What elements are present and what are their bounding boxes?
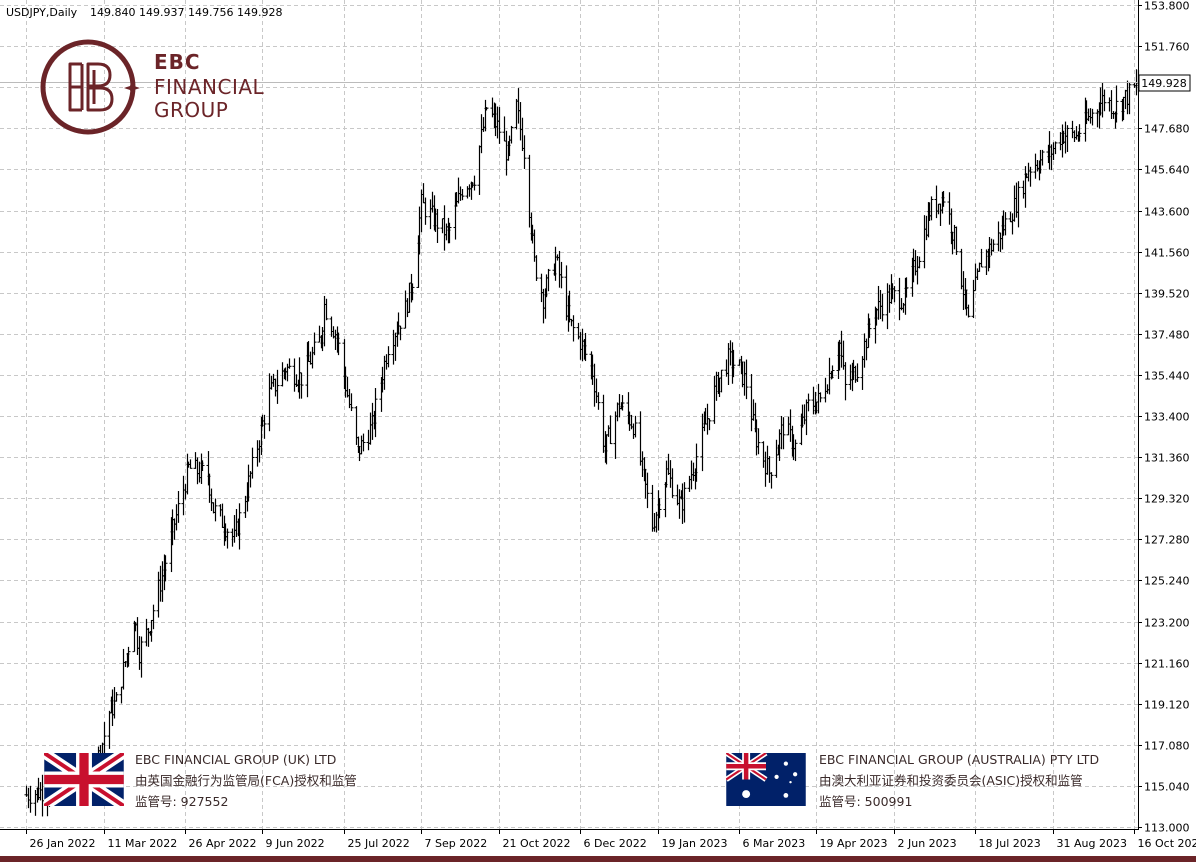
y-tick-label: 143.600 xyxy=(1144,206,1190,219)
x-tick-label: 7 Sep 2022 xyxy=(425,837,488,850)
y-tick-label: 141.560 xyxy=(1144,247,1190,260)
ohlc-readout: 149.840 149.937 149.756 149.928 xyxy=(90,6,282,19)
x-tick-label: 2 Jun 2023 xyxy=(898,837,957,850)
uk-license-block: EBC FINANCIAL GROUP (UK) LTD 由英国金融行为监管局(… xyxy=(135,749,357,812)
x-tick-label: 26 Apr 2022 xyxy=(189,837,257,850)
au-license-block: EBC FINANCIAL GROUP (AUSTRALIA) PTY LTD … xyxy=(819,749,1099,812)
x-tick-label: 19 Jan 2023 xyxy=(662,837,728,850)
x-tick-label: 26 Jan 2022 xyxy=(30,837,96,850)
uk-flag-icon xyxy=(44,753,124,806)
price-axis[interactable]: 153.800151.760149.720147.680145.640143.6… xyxy=(1138,0,1190,835)
y-tick-label: 113.000 xyxy=(1144,822,1190,835)
au-company-name: EBC FINANCIAL GROUP (AUSTRALIA) PTY LTD xyxy=(819,749,1099,770)
y-tick-label: 139.520 xyxy=(1144,288,1190,301)
y-tick-label: 117.080 xyxy=(1144,740,1190,753)
x-tick-label: 19 Apr 2023 xyxy=(820,837,888,850)
x-tick-label: 11 Mar 2022 xyxy=(108,837,178,850)
x-tick-label: 21 Oct 2022 xyxy=(503,837,571,850)
x-tick-label: 6 Dec 2022 xyxy=(584,837,647,850)
y-tick-label: 133.400 xyxy=(1144,411,1190,424)
y-tick-label: 145.640 xyxy=(1144,164,1190,177)
symbol-label: USDJPY,Daily xyxy=(6,6,78,19)
y-tick-label: 147.680 xyxy=(1144,123,1190,136)
uk-registration-number: 监管号: 927552 xyxy=(135,791,357,812)
y-tick-label: 151.760 xyxy=(1144,41,1190,54)
x-tick-label: 25 Jul 2022 xyxy=(348,837,410,850)
current-price-label: 149.928 xyxy=(1141,77,1187,90)
logo-text-financial: FINANCIAL xyxy=(154,75,264,99)
australia-flag-icon xyxy=(726,753,806,806)
brand-bottom-bar xyxy=(0,856,1196,862)
logo-text-group: GROUP xyxy=(154,98,228,122)
x-tick-label: 6 Mar 2023 xyxy=(743,837,806,850)
y-tick-label: 137.480 xyxy=(1144,329,1190,342)
x-tick-label: 31 Aug 2023 xyxy=(1057,837,1127,850)
y-tick-label: 125.240 xyxy=(1144,575,1190,588)
x-tick-label: 9 Jun 2022 xyxy=(266,837,325,850)
x-tick-label: 18 Jul 2023 xyxy=(979,837,1041,850)
y-tick-label: 123.200 xyxy=(1144,617,1190,630)
uk-regulator-text: 由英国金融行为监管局(FCA)授权和监管 xyxy=(135,770,357,791)
chart-header: USDJPY,Daily 149.840 149.937 149.756 149… xyxy=(6,6,282,19)
y-tick-label: 135.440 xyxy=(1144,370,1190,383)
x-tick-label: 16 Oct 2023 xyxy=(1138,837,1196,850)
au-regulator-text: 由澳大利亚证券和投资委员会(ASIC)授权和监管 xyxy=(819,770,1099,791)
logo-text-ebc: EBC xyxy=(154,50,201,74)
y-tick-label: 129.320 xyxy=(1144,493,1190,506)
uk-company-name: EBC FINANCIAL GROUP (UK) LTD xyxy=(135,749,357,770)
y-tick-label: 121.160 xyxy=(1144,658,1190,671)
y-tick-label: 131.360 xyxy=(1144,452,1190,465)
y-tick-label: 115.040 xyxy=(1144,781,1190,794)
current-price-badge: 149.928 xyxy=(1139,75,1190,91)
y-tick-label: 127.280 xyxy=(1144,534,1190,547)
y-tick-label: 153.800 xyxy=(1144,0,1190,13)
y-tick-label: 119.120 xyxy=(1144,699,1190,712)
au-registration-number: 监管号: 500991 xyxy=(819,791,1099,812)
